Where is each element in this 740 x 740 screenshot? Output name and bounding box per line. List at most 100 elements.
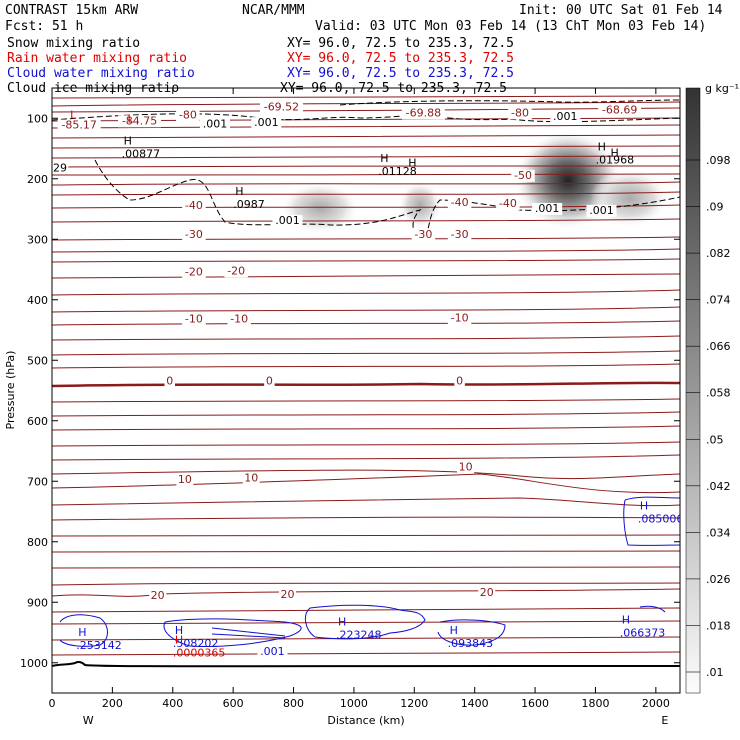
colorbar-tick-label: .026 (706, 573, 731, 586)
forecast-hour: Fcst: 51 h (5, 19, 83, 34)
temperature-label-bg (447, 196, 472, 209)
maximum-value: .0987 (233, 198, 264, 211)
temperature-label-bg (401, 107, 445, 120)
maximum-marker: H (124, 135, 132, 148)
temperature-label: 10 (459, 460, 473, 473)
temperature-label-bg (259, 101, 303, 114)
temperature-label-bg (164, 375, 175, 388)
temperature-label-bg (457, 461, 475, 474)
y-tick-label: 700 (27, 475, 48, 488)
contour-label: .001 (203, 117, 228, 130)
maximum-marker: H (622, 614, 630, 627)
colorbar-tick-label: .074 (706, 294, 731, 307)
contour-label-bg (257, 645, 288, 658)
x-tick-label: 1200 (400, 697, 428, 710)
y-axis-label: Pressure (hPa) (4, 351, 17, 430)
colorbar-ticks: .01 .018 .026 .034 .042 .05 .058 .066 .074 .082 .0… (686, 154, 731, 679)
contour-label-bg (550, 111, 581, 124)
x-tick-label: 200 (102, 697, 123, 710)
field-cloudwater-name: Cloud water mixing ratio (7, 66, 195, 81)
temperature-label: -85.17 (61, 119, 96, 132)
high-marker: H (408, 157, 416, 170)
colorbar: .01 .018 .026 .034 .042 .05 .058 .066 .074 .082 .0… (685, 82, 739, 694)
x-tick-label: 600 (223, 697, 244, 710)
model-title: CONTRAST 15km ARW (5, 3, 138, 18)
temperature-label-bg (447, 229, 472, 242)
field-cloudwater-xy: XY= 96.0, 72.5 to 235.3, 72.5 (287, 66, 514, 81)
maximum-value: .223248 (336, 629, 382, 642)
contour-label-bg (251, 117, 282, 130)
temperature-label-bg (478, 587, 496, 600)
west-endpoint-label: W (83, 714, 94, 727)
y-tick-label: 1000 (20, 657, 48, 670)
contour-label: .001 (275, 214, 300, 227)
temperature-label-bg (57, 119, 101, 132)
x-axis: 0 200 400 600 800 1000 1200 1400 1600 1800 2000 (49, 88, 670, 710)
high-marker: H (611, 146, 619, 159)
temperature-label-bg (182, 313, 206, 326)
contour-label: .001 (553, 110, 578, 123)
y-tick-label: 800 (27, 536, 48, 549)
temperature-label: -10 (185, 313, 203, 326)
y-tick-label: 200 (27, 173, 48, 186)
contour-label-bg (272, 215, 303, 228)
y-tick-label: 400 (27, 294, 48, 307)
temperature-label: -20 (227, 264, 245, 277)
maximum-marker: H (598, 141, 606, 154)
plot-frame (51, 87, 681, 694)
maximum-marker: H (380, 152, 388, 165)
temperature-label-bg (227, 313, 251, 326)
temperature-label: -30 (185, 228, 203, 241)
chart-labels: -85.17 -84.75 -80 -69.52 -69.88 -80 -68.69 -50 -… (52, 100, 684, 660)
maximum-marker: H (235, 185, 243, 198)
cloud-water-contours (59, 496, 680, 648)
y-tick-label: 300 (27, 233, 48, 246)
colorbar-tick-label: .058 (706, 387, 731, 400)
contour-label: .001 (589, 204, 614, 217)
maximum-value: .01128 (378, 165, 417, 178)
contour-label: .001 (260, 645, 285, 658)
east-endpoint-label: E (661, 714, 668, 727)
x-tick-label: 0 (49, 697, 56, 710)
temperature-label: -10 (230, 313, 248, 326)
x-axis-label: Distance (km) (327, 714, 404, 727)
x-tick-label: 1600 (521, 697, 549, 710)
colorbar-tick-label: .018 (706, 619, 731, 632)
temperature-label: -20 (185, 266, 203, 279)
maximum-value: .508202 (173, 637, 219, 650)
field-legend: Snow mixing ratio XY= 96.0, 72.5 to 235.… (7, 36, 514, 96)
maximum-value: .085006 (638, 512, 684, 525)
temperature-label-bg (176, 474, 194, 487)
colorbar-tick-label: .09 (706, 201, 724, 214)
maximum-value: .00877 (122, 148, 161, 161)
x-tick-label: 2000 (642, 697, 670, 710)
plot-area: -85.17 -84.75 -80 -69.52 -69.88 -80 -68.69 -50 -… (52, 95, 684, 668)
maximum-marker: H (640, 499, 648, 512)
colorbar-tick-label: .01 (706, 666, 724, 679)
temperature-label: -80 (511, 106, 529, 119)
colorbar-ramp (685, 87, 701, 694)
temperature-label: -30 (414, 228, 432, 241)
temperature-label: -84.75 (122, 114, 157, 127)
temperature-label-bg (182, 200, 206, 212)
contour-label-bg (200, 118, 231, 131)
temperature-label: -50 (514, 169, 532, 182)
low-marker: L (70, 108, 77, 121)
colorbar-tick-label: .034 (706, 526, 731, 539)
temperature-label: 0 (166, 374, 173, 387)
maximum-value: .253142 (76, 639, 122, 652)
valid-time: Valid: 03 UTC Mon 03 Feb 14 (13 ChT Mon … (315, 19, 706, 34)
temperature-label: 20 (281, 588, 295, 601)
maximum-marker: H (175, 624, 183, 637)
maximum-value: .01968 (596, 154, 635, 167)
temperature-label: -40 (499, 197, 517, 210)
x-tick-label: 1800 (581, 697, 609, 710)
maximum-marker: H (338, 616, 346, 629)
field-snow-name: Snow mixing ratio (7, 36, 140, 51)
field-rain-xy: XY= 96.0, 72.5 to 235.3, 72.5 (287, 51, 514, 66)
temperature-label: -10 (451, 312, 469, 325)
temperature-label-bg (496, 198, 520, 211)
x-tick-label: 1000 (340, 697, 368, 710)
y-tick-label: 100 (27, 112, 48, 125)
